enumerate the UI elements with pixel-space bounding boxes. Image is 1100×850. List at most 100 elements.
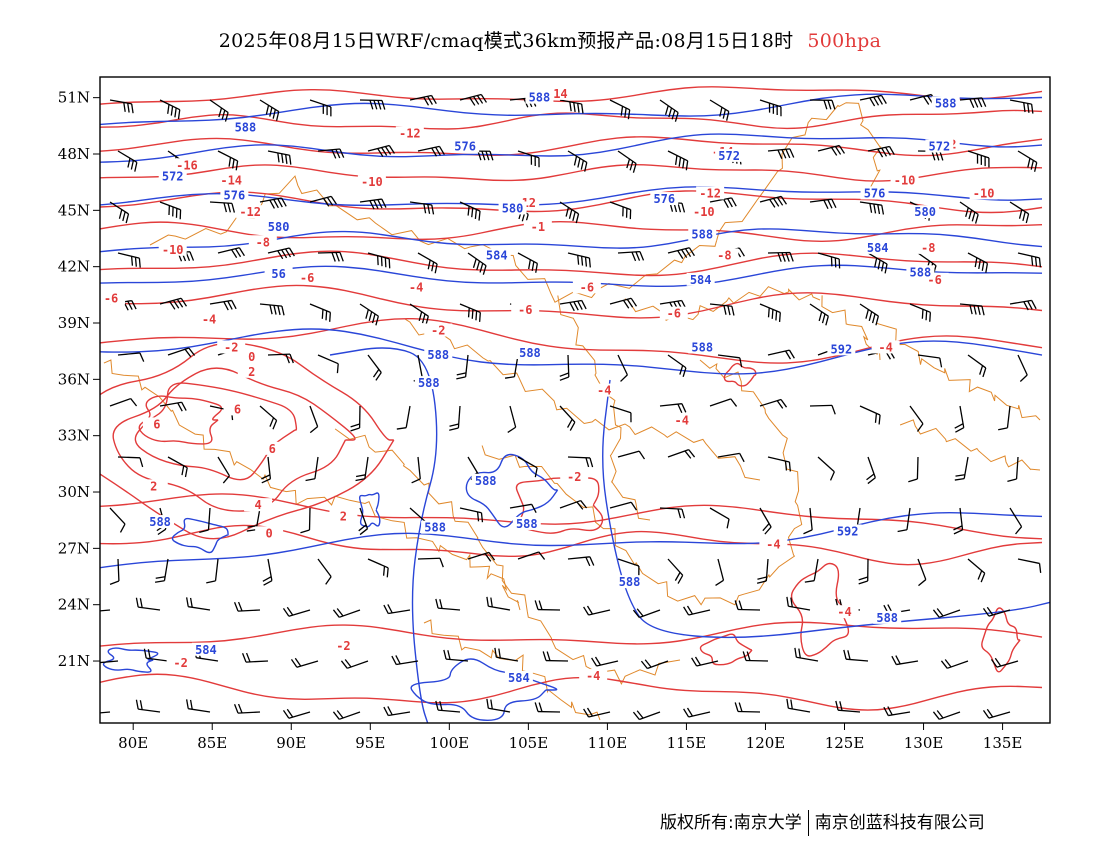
isotherm-line (100, 342, 395, 540)
temperature-contour-label: 0 (266, 526, 273, 540)
temperature-contour-label: -8 (921, 241, 935, 255)
wind-barb (1007, 456, 1019, 482)
height-contour-label: 588 (619, 575, 641, 589)
wind-barb (100, 660, 119, 664)
wind-barb (734, 702, 761, 713)
footer-separator (807, 810, 809, 836)
height-contour-label: 588 (519, 346, 541, 360)
temperature-contour-label: -2 (336, 639, 350, 653)
wind-barb (350, 405, 361, 432)
height-label-bg (833, 524, 862, 538)
temperature-contour-label: -12 (239, 205, 261, 219)
wind-barb (233, 703, 261, 714)
wind-barb (990, 657, 1019, 668)
isotherm-line (100, 221, 1043, 243)
height-contour-label: 588 (516, 517, 538, 531)
wind-barb (456, 354, 469, 380)
wind-barb (332, 608, 361, 618)
height-label-bg (906, 265, 935, 279)
wind-barb (767, 251, 794, 262)
temperature-label-bg (237, 349, 266, 363)
lat-tick-label: 33N (58, 427, 90, 445)
temperature-contour-label: 0 (248, 350, 255, 364)
temperature-contour-label: -4 (202, 312, 216, 326)
wind-barb (967, 558, 986, 583)
wind-barb (640, 659, 669, 670)
temperature-contour-label: -16 (176, 158, 198, 172)
height-contour-line (329, 347, 438, 723)
height-contour-line (100, 328, 1043, 375)
isotherm-line (100, 250, 1043, 277)
wind-barb (982, 606, 1011, 617)
wind-barb (109, 558, 120, 585)
wind-barb (809, 303, 829, 326)
height-contour-line (100, 133, 1043, 163)
wind-barb (835, 700, 861, 713)
wind-barb (109, 201, 130, 224)
lon-tick-label: 115E (667, 734, 707, 752)
wind-barb (185, 597, 211, 611)
wind-barb (659, 507, 686, 519)
height-label-bg (686, 272, 715, 286)
wind-barb (367, 252, 391, 269)
temperature-label-bg (710, 248, 739, 262)
lat-tick-label: 27N (58, 539, 90, 557)
wind-barb (567, 556, 595, 567)
height-contour-line (102, 647, 159, 673)
wind-barb (609, 501, 638, 511)
temperature-contour-label: -6 (667, 307, 681, 321)
temperature-label-bg (357, 175, 386, 189)
temperature-contour-label: 6 (153, 417, 160, 431)
temperature-contour-label: 6 (269, 442, 276, 456)
wind-barb (959, 303, 985, 316)
wind-barb (534, 702, 561, 713)
wind-barb (817, 144, 846, 156)
wind-barb (417, 557, 444, 568)
height-label-bg (231, 120, 260, 134)
wind-barb (417, 145, 445, 157)
wind-barb (109, 397, 138, 407)
wind-barb (1017, 558, 1042, 573)
wind-barb (167, 347, 196, 358)
height-contour-line (100, 512, 1043, 569)
temperature-label-bg (255, 526, 284, 540)
wind-barb (449, 405, 461, 431)
wind-barb (267, 247, 295, 260)
height-contour-label: 592 (837, 524, 859, 538)
wind-barb (259, 303, 285, 316)
temperature-label-bg (217, 173, 246, 187)
wind-barb (967, 150, 990, 168)
temperature-contour-label: -6 (104, 292, 118, 306)
height-contour-label: 584 (486, 248, 508, 262)
height-label-bg (451, 139, 480, 153)
plot-area: -14-12-14-12-16-14-10-10-12-10-12-12-10-… (100, 86, 1050, 723)
temperature-contour-label: -2 (224, 340, 238, 354)
height-label-bg (512, 516, 541, 530)
latitude-axis: 51N 48N 45N 42N 39N 36N 33N 30N 27N 24N 21N (58, 89, 100, 670)
wind-barb (759, 398, 788, 409)
wind-barb (459, 93, 488, 106)
wind-barb (709, 507, 730, 529)
temperature-contour-label: -2 (431, 324, 445, 338)
wind-barb (559, 405, 576, 431)
wind-barb (917, 354, 943, 368)
wind-barb (109, 507, 126, 533)
wind-barb (467, 252, 487, 275)
temperature-label-bg (759, 537, 788, 551)
height-contour-label: 576 (454, 139, 476, 153)
wind-barb (591, 656, 619, 667)
temperature-label-bg (560, 469, 589, 483)
temperature-label-bg (579, 669, 608, 683)
wind-barb (867, 252, 888, 274)
height-contour-label: 584 (195, 643, 217, 657)
height-contour-line (359, 492, 381, 528)
wind-barb (259, 99, 280, 121)
height-label-bg (264, 220, 293, 234)
wind-barb (309, 405, 319, 434)
wind-barb (109, 99, 134, 114)
height-label-bg (220, 188, 249, 202)
wind-barb (809, 99, 836, 110)
lon-tick-label: 90E (276, 734, 306, 752)
wind-barb (359, 303, 379, 326)
height-label-bg (146, 515, 175, 529)
